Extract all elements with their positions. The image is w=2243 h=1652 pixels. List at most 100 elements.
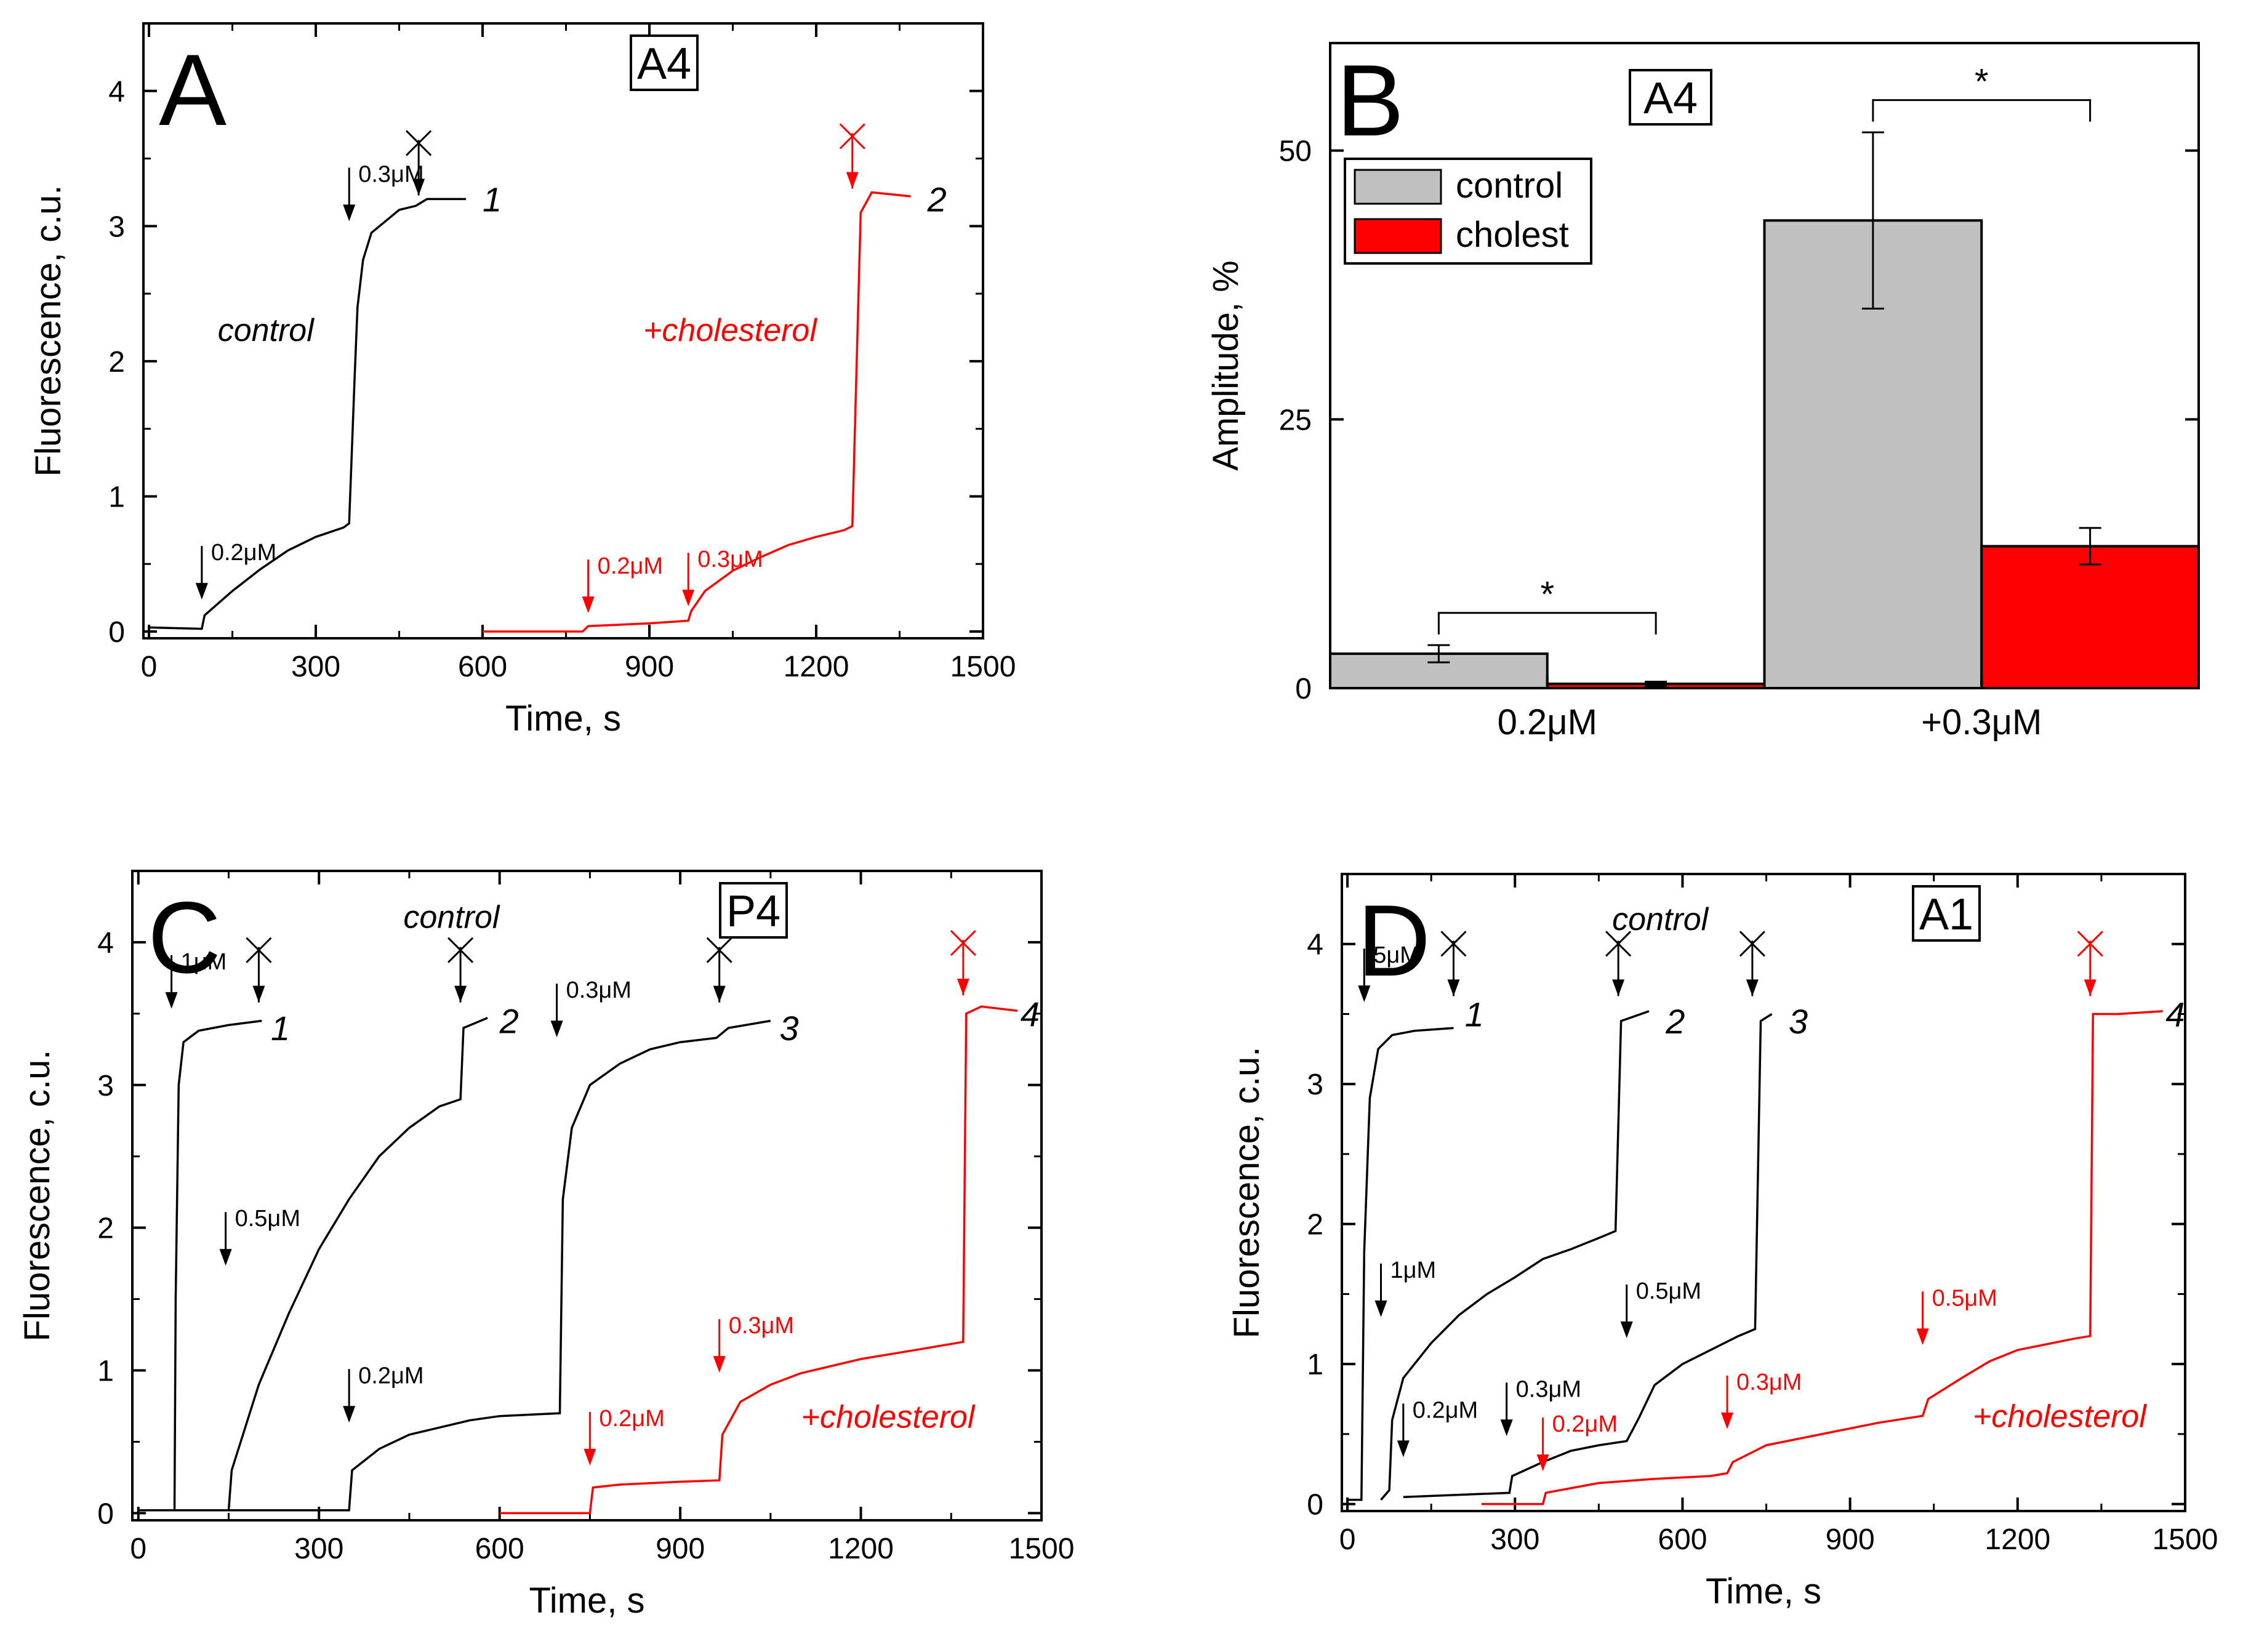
series-line-control — [227, 1017, 488, 1510]
triton-x-mark — [2077, 931, 2103, 957]
x-tick-label: 1200 — [1984, 1523, 2050, 1556]
arrow-head — [195, 583, 208, 600]
triton-x-mark — [246, 937, 272, 963]
plot-frame — [142, 22, 984, 640]
y-tick-label: 3 — [108, 211, 125, 243]
curve-number: 4 — [2165, 995, 2185, 1033]
x-tick-label: 300 — [1490, 1523, 1539, 1556]
y-axis-title: Fluorescence, c.u. — [1227, 1047, 1267, 1339]
y-tick-label: 4 — [108, 76, 125, 108]
arrow-head — [219, 1249, 232, 1266]
y-tick-label: 0 — [1295, 673, 1312, 705]
plot-frame — [1341, 873, 2186, 1512]
category-label: +0.3μM — [1921, 702, 2042, 742]
panel-a: 0 300 600 900 1200 1500 0 1 2 3 4 Time, s Fluorescen… — [28, 22, 1016, 739]
arrow-head — [1620, 1321, 1633, 1339]
y-tick-label: 1 — [108, 481, 125, 513]
panel-letter: B — [1336, 44, 1404, 157]
y-axis-title: Fluorescence, c.u. — [28, 185, 68, 477]
y-tick-label: 0 — [1307, 1489, 1323, 1522]
triton-arrow-head — [2084, 979, 2097, 996]
y-tick-label: 4 — [97, 927, 114, 960]
series-line-cholesterol — [499, 1005, 1018, 1515]
y-tick-label: 2 — [1307, 1209, 1323, 1241]
panel-d: 0 300 600 900 1200 1500 0 1 2 3 4 Time, s Fluorescen… — [1227, 873, 2218, 1611]
concentration-label: 0.5μM — [1636, 1278, 1701, 1304]
legend-swatch — [1354, 218, 1442, 254]
concentration-label: 0.3μM — [729, 1313, 794, 1339]
panel-tag-box — [719, 882, 788, 939]
x-tick-label: 1500 — [2153, 1523, 2218, 1556]
series-line-control — [1403, 1013, 1773, 1499]
arrow-head — [584, 1448, 596, 1466]
concentration-label: 0.5μM — [1932, 1285, 1997, 1311]
concentration-label: 0.3μM — [566, 977, 632, 1003]
triton-x-mark — [1440, 931, 1467, 957]
triton-x-mark — [447, 937, 474, 963]
concentration-label: 5μM — [1373, 942, 1419, 968]
triton-arrow-head — [1447, 979, 1460, 996]
arrow-head — [582, 596, 595, 614]
series-line-cholesterol — [1481, 1010, 2163, 1506]
concentration-label: 0.3μM — [358, 161, 423, 187]
triton-x-mark — [1739, 931, 1765, 957]
curve-number: 4 — [1021, 995, 1040, 1033]
concentration-label: 1μM — [1390, 1257, 1437, 1283]
triton-arrow-head — [846, 172, 859, 189]
x-tick-label: 1500 — [950, 651, 1016, 683]
series-line-control — [138, 1019, 771, 1512]
condition-label: +cholesterol — [801, 1399, 976, 1435]
triton-arrow-head — [1746, 979, 1759, 996]
panel-tag-box — [630, 34, 699, 91]
panel-tag-box — [1629, 69, 1712, 126]
y-tick-label: 4 — [1307, 929, 1323, 961]
triton-x-mark — [950, 930, 976, 956]
concentration-label: 0.2μM — [599, 1406, 664, 1432]
triton-x-mark — [706, 937, 732, 963]
x-axis-title: Time, s — [529, 1581, 645, 1621]
panel-letter: D — [1357, 884, 1430, 997]
curve-number: 1 — [1465, 995, 1484, 1033]
legend-label: cholest — [1456, 215, 1569, 255]
concentration-label: 0.2μM — [1413, 1397, 1478, 1423]
panel-letter: C — [148, 881, 221, 994]
x-tick-label: 600 — [458, 651, 507, 683]
condition-label-control: control — [218, 313, 315, 348]
x-tick-label: 300 — [291, 651, 340, 683]
curve-number: 1 — [271, 1009, 290, 1048]
arrow-head — [343, 204, 356, 222]
panel-tag: A1 — [1919, 890, 1973, 939]
y-tick-label: 2 — [108, 346, 125, 379]
concentration-label: 0.3μM — [697, 547, 763, 572]
triton-x-mark — [839, 123, 865, 150]
y-axis-title: Amplitude, % — [1206, 260, 1246, 471]
concentration-label: 0.5μM — [235, 1206, 300, 1232]
category-label: 0.2μM — [1498, 702, 1597, 742]
x-tick-label: 1200 — [784, 651, 849, 683]
triton-arrow-head — [713, 985, 726, 1003]
x-tick-label: 0 — [130, 1533, 146, 1565]
arrow-head — [1500, 1419, 1513, 1437]
y-tick-label: 0 — [97, 1498, 114, 1530]
triton-arrow-head — [412, 178, 425, 196]
x-tick-label: 0 — [141, 651, 158, 683]
panel-b: 0.2μM * +0.3μM * 0 25 50 Amplitude, % B A4 control… — [1206, 42, 2200, 742]
curve-number: 2 — [499, 1001, 519, 1040]
significance-bracket — [1872, 99, 2092, 122]
concentration-label: 0.2μM — [358, 1363, 423, 1389]
concentration-label: 0.3μM — [1736, 1369, 1802, 1395]
arrow-head — [1397, 1440, 1410, 1458]
arrow-head — [1916, 1328, 1929, 1345]
y-tick-label: 1 — [97, 1355, 114, 1388]
x-tick-label: 900 — [656, 1533, 705, 1565]
condition-label: control — [1612, 902, 1709, 937]
curve-number: 2 — [927, 180, 947, 219]
y-tick-label: 0 — [108, 616, 125, 649]
triton-x-mark — [406, 130, 432, 156]
arrow-head — [1358, 985, 1371, 1003]
x-tick-label: 1500 — [1009, 1533, 1075, 1565]
series-line-control — [138, 1019, 262, 1512]
curve-number: 3 — [1789, 1002, 1808, 1041]
y-tick-label: 25 — [1279, 404, 1312, 436]
arrow-head — [713, 1356, 726, 1373]
